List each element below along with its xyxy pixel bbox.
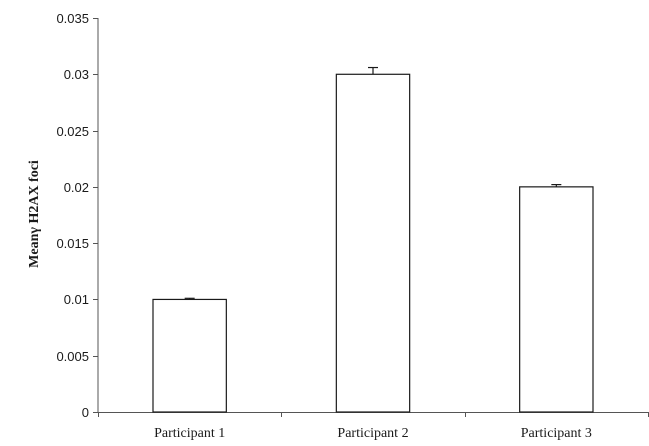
x-tick-label: Participant 3	[521, 426, 592, 441]
y-tick-label: 0.015	[56, 236, 89, 251]
bar	[335, 73, 411, 413]
bars	[152, 66, 594, 413]
y-tick-label: 0.025	[56, 124, 89, 139]
y-axis: 0 0.005 0.01 0.015 0.02 0.025 0.03 0.035	[56, 11, 99, 420]
y-axis-label: Meanγ H2AX foci	[27, 160, 42, 268]
y-tick-label: 0.03	[64, 67, 89, 82]
x-axis: Participant 1 Participant 2 Participant 3	[98, 412, 649, 441]
y-tick-label: 0.02	[64, 180, 89, 195]
y-tick-label: 0.005	[56, 349, 89, 364]
y-tick-label: 0.01	[64, 292, 89, 307]
y-tick-label: 0	[82, 405, 89, 420]
x-tick-label: Participant 2	[337, 426, 408, 441]
bar	[519, 186, 594, 413]
x-tick-label: Participant 1	[154, 426, 225, 441]
bar	[152, 298, 227, 413]
y-tick-label: 0.035	[56, 11, 89, 26]
